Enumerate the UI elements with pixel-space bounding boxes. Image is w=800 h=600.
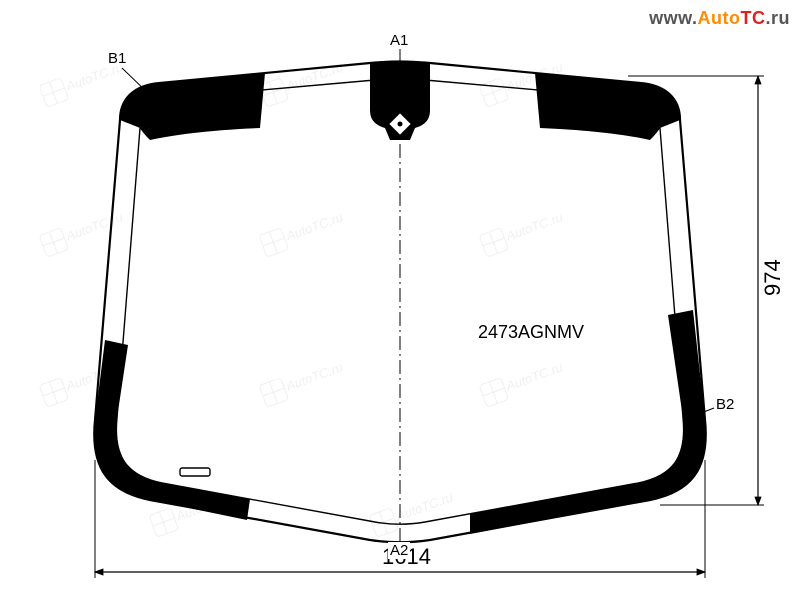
callout-a1: A1: [388, 32, 410, 49]
dim-height-label: 974: [760, 255, 786, 300]
frit-bottom-left: [94, 340, 250, 520]
callout-b1: B1: [108, 50, 126, 67]
frit-top-right: [535, 73, 680, 140]
windshield-diagram: [0, 0, 800, 600]
callout-b2: B2: [716, 396, 734, 413]
frit-bottom-right: [470, 310, 706, 534]
frit-top-left: [120, 73, 265, 140]
callout-a2: A2: [388, 542, 410, 559]
vin-slot: [180, 468, 210, 476]
part-code: 2473AGNMV: [478, 322, 584, 343]
sensor-dot: [398, 122, 403, 127]
